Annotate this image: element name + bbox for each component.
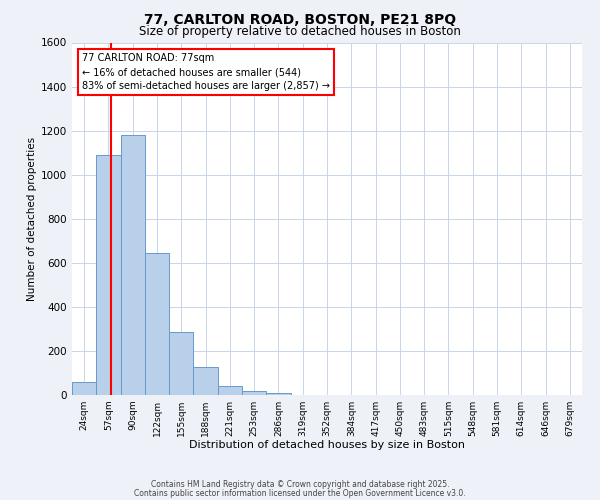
Bar [96, 155, 121, 395]
Text: Contains public sector information licensed under the Open Government Licence v3: Contains public sector information licen… [134, 488, 466, 498]
Bar [193, 368, 218, 395]
Bar [72, 382, 96, 395]
X-axis label: Distribution of detached houses by size in Boston: Distribution of detached houses by size … [189, 440, 465, 450]
Bar [218, 386, 242, 395]
Text: 77, CARLTON ROAD, BOSTON, PE21 8PQ: 77, CARLTON ROAD, BOSTON, PE21 8PQ [144, 12, 456, 26]
Bar [169, 332, 193, 395]
Y-axis label: Number of detached properties: Number of detached properties [27, 136, 37, 301]
Text: Contains HM Land Registry data © Crown copyright and database right 2025.: Contains HM Land Registry data © Crown c… [151, 480, 449, 489]
Bar [121, 135, 145, 395]
Bar [242, 390, 266, 395]
Text: Size of property relative to detached houses in Boston: Size of property relative to detached ho… [139, 25, 461, 38]
Bar [266, 393, 290, 395]
Text: 77 CARLTON ROAD: 77sqm
← 16% of detached houses are smaller (544)
83% of semi-de: 77 CARLTON ROAD: 77sqm ← 16% of detached… [82, 53, 330, 91]
Bar [145, 253, 169, 395]
